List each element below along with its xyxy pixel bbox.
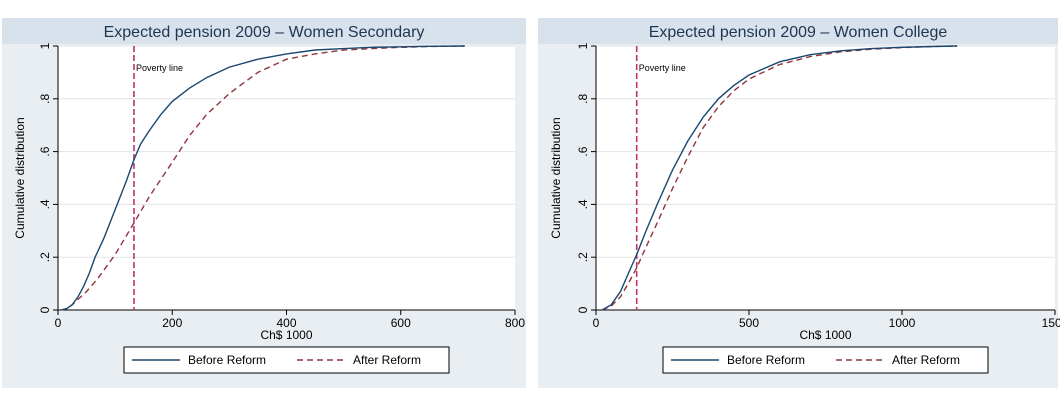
y-tick-label: 1 <box>576 42 590 49</box>
y-tick-label: .6 <box>38 146 52 156</box>
legend-label: Before Reform <box>727 353 805 367</box>
x-tick-label: 400 <box>276 316 296 330</box>
plot-area <box>596 46 1055 310</box>
x-tick-label: 1500 <box>1042 316 1060 330</box>
series-line-after-reform <box>60 45 465 311</box>
chart-title: Expected pension 2009 – Women College <box>649 24 948 41</box>
x-tick-label: 0 <box>593 316 600 330</box>
y-tick-label: .8 <box>38 93 52 103</box>
y-axis-label: Cumulative distribution <box>13 117 27 238</box>
x-axis-label: Ch$ 1000 <box>799 328 851 342</box>
series-line-before-reform <box>60 45 465 311</box>
poverty-line-label: Poverty line <box>136 63 183 73</box>
title-bar <box>538 18 1058 44</box>
y-axis-label: Cumulative distribution <box>549 117 563 238</box>
chart-panel-1: Expected pension 2009 – Women Secondary 0… <box>2 18 526 388</box>
title-bar <box>2 18 526 44</box>
x-tick-label: 600 <box>391 316 411 330</box>
x-tick-label: 200 <box>162 316 182 330</box>
legend-label: After Reform <box>892 353 960 367</box>
y-tick-label: .2 <box>576 252 590 262</box>
legend: Before Reform After Reform <box>662 346 989 374</box>
x-tick-label: 500 <box>739 316 759 330</box>
x-tick-label: 0 <box>55 316 62 330</box>
poverty-line-label: Poverty line <box>639 63 686 73</box>
y-tick-label: 0 <box>576 306 590 313</box>
y-tick-label: .2 <box>38 252 52 262</box>
y-tick-label: .6 <box>576 146 590 156</box>
legend-label: Before Reform <box>188 353 266 367</box>
y-tick-label: 0 <box>38 306 52 313</box>
chart-panel-2: Expected pension 2009 – Women College 0 .2… <box>538 18 1060 388</box>
plot-area <box>58 46 515 310</box>
y-tick-label: .8 <box>576 93 590 103</box>
chart-title: Expected pension 2009 – Women Secondary <box>104 24 425 41</box>
x-tick-label: 1000 <box>889 316 916 330</box>
x-tick-label: 800 <box>505 316 525 330</box>
x-axis-label: Ch$ 1000 <box>260 328 312 342</box>
y-tick-label: .4 <box>576 199 590 209</box>
legend-box <box>662 346 989 374</box>
series-line-before-reform <box>601 45 958 311</box>
y-tick-label: 1 <box>38 42 52 49</box>
legend-label: After Reform <box>353 353 421 367</box>
y-tick-label: .4 <box>38 199 52 209</box>
legend: Before Reform After Reform <box>123 346 450 374</box>
